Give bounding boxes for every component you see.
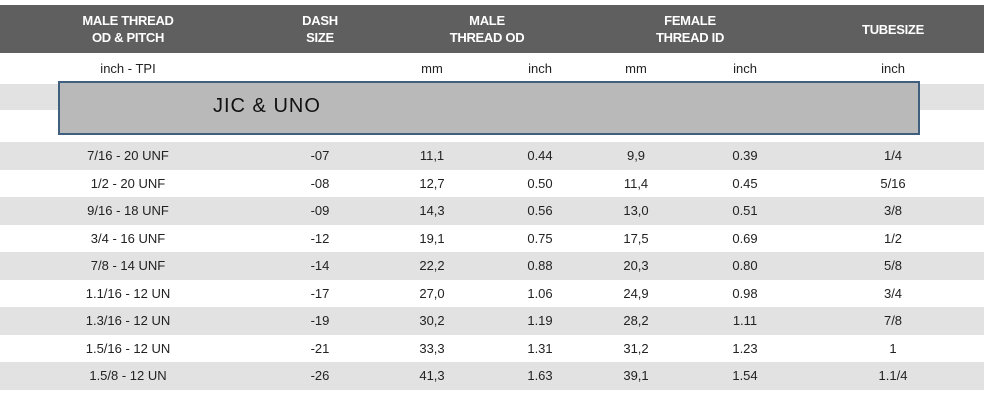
- table-cell: -21: [310, 340, 330, 356]
- banner-text: JIC & UNO: [213, 95, 321, 117]
- table-cell: 33,3: [419, 340, 445, 356]
- row-stripe: [0, 142, 984, 170]
- table-cell: 0.45: [732, 175, 758, 191]
- table-cell: 1: [889, 340, 897, 356]
- header-cell: MALE: [469, 13, 505, 28]
- table-cell: 0.50: [527, 175, 553, 191]
- table-cell: 3/8: [883, 203, 903, 218]
- table-cell: 0.56: [527, 203, 553, 218]
- table-cell: 22,2: [419, 258, 445, 273]
- table-cell: 9/16 - 18 UNF: [87, 203, 169, 218]
- table-cell: 30,2: [419, 313, 445, 328]
- banner: JIC & UNO: [58, 81, 920, 135]
- header-cell: DASH: [302, 13, 338, 28]
- table-cell: 17,5: [623, 230, 649, 246]
- table-cell: 1.54: [732, 368, 758, 383]
- table-cell: 13,0: [623, 203, 649, 218]
- table-cell: 1/2: [883, 230, 903, 246]
- table-cell: 3/4: [883, 285, 903, 301]
- table-cell: 0.80: [732, 258, 758, 273]
- unit-label: inch: [528, 61, 552, 76]
- table-cell: 24,9: [623, 285, 649, 301]
- table-cell: 1.63: [527, 368, 553, 383]
- row-stripe: [0, 197, 984, 225]
- table-cell: 11,4: [623, 175, 649, 191]
- table-cell: 31,2: [623, 340, 649, 356]
- header-cell: FEMALE: [664, 13, 716, 28]
- table-cell: -17: [310, 285, 330, 301]
- table-cell: 1.11: [732, 313, 758, 328]
- header-cell: THREAD ID: [655, 30, 725, 45]
- row-stripe: [0, 362, 984, 390]
- table-cell: 28,2: [623, 313, 649, 328]
- table-cell: 0.75: [527, 230, 553, 246]
- table-cell: 27,0: [419, 285, 445, 301]
- table-cell: 19,1: [419, 230, 445, 246]
- table-cell: 0.98: [732, 285, 758, 301]
- table-cell: -12: [310, 230, 330, 246]
- table-cell: 7/8 - 14 UNF: [90, 258, 166, 273]
- table-cell: 5/8: [883, 258, 903, 273]
- table-cell: 20,3: [623, 258, 649, 273]
- table-cell: 1.5/16 - 12 UN: [85, 340, 171, 356]
- row-stripe: [0, 307, 984, 335]
- table-cell: 1/4: [883, 148, 903, 163]
- table-cell: 0.44: [527, 148, 553, 163]
- table-cell: 0.51: [732, 203, 758, 218]
- table-cell: -26: [310, 368, 330, 383]
- unit-label: inch - TPI: [100, 61, 156, 76]
- table-cell: 1.23: [732, 340, 758, 356]
- table-cell: -09: [310, 203, 330, 218]
- table-cell: 9,9: [626, 148, 646, 163]
- table-cell: 39,1: [623, 368, 649, 383]
- table-cell: 14,3: [419, 203, 445, 218]
- unit-label: inch: [733, 61, 757, 76]
- table-cell: 1.1/4: [878, 368, 908, 383]
- header-cell: OD & PITCH: [91, 30, 165, 45]
- table-cell: 0.69: [732, 230, 758, 246]
- table-cell: 1.31: [527, 340, 553, 356]
- table-cell: 7/16 - 20 UNF: [87, 148, 169, 163]
- table-cell: 5/16: [880, 175, 906, 191]
- table-cell: 0.39: [732, 148, 758, 163]
- table-cell: -08: [310, 175, 330, 191]
- header-cell: TUBESIZE: [862, 22, 924, 37]
- table-cell: 1/2 - 20 UNF: [90, 175, 166, 191]
- unit-label: mm: [625, 61, 647, 76]
- table-cell: 0.88: [527, 258, 553, 273]
- unit-label: mm: [421, 61, 443, 76]
- header-band: [0, 5, 984, 53]
- table-cell: 1.3/16 - 12 UN: [85, 313, 171, 328]
- header-cell: THREAD OD: [449, 30, 525, 45]
- row-stripe: [0, 252, 984, 280]
- table-cell: 1.1/16 - 12 UN: [85, 285, 171, 301]
- table-cell: 41,3: [419, 368, 445, 383]
- table-cell: 7/8: [883, 313, 903, 328]
- table-cell: 11,1: [419, 148, 445, 163]
- table-cell: -19: [310, 313, 330, 328]
- table-cell: 12,7: [419, 175, 445, 191]
- header-cell: MALE THREAD: [82, 13, 174, 28]
- header-cell: SIZE: [306, 30, 334, 45]
- table-cell: 1.5/8 - 12 UN: [89, 368, 167, 383]
- table-cell: -07: [310, 148, 330, 163]
- unit-label: inch: [881, 61, 905, 76]
- table-cell: -14: [310, 258, 330, 273]
- table-cell: 1.06: [527, 285, 553, 301]
- table-cell: 3/4 - 16 UNF: [90, 230, 166, 246]
- table-cell: 1.19: [527, 313, 553, 328]
